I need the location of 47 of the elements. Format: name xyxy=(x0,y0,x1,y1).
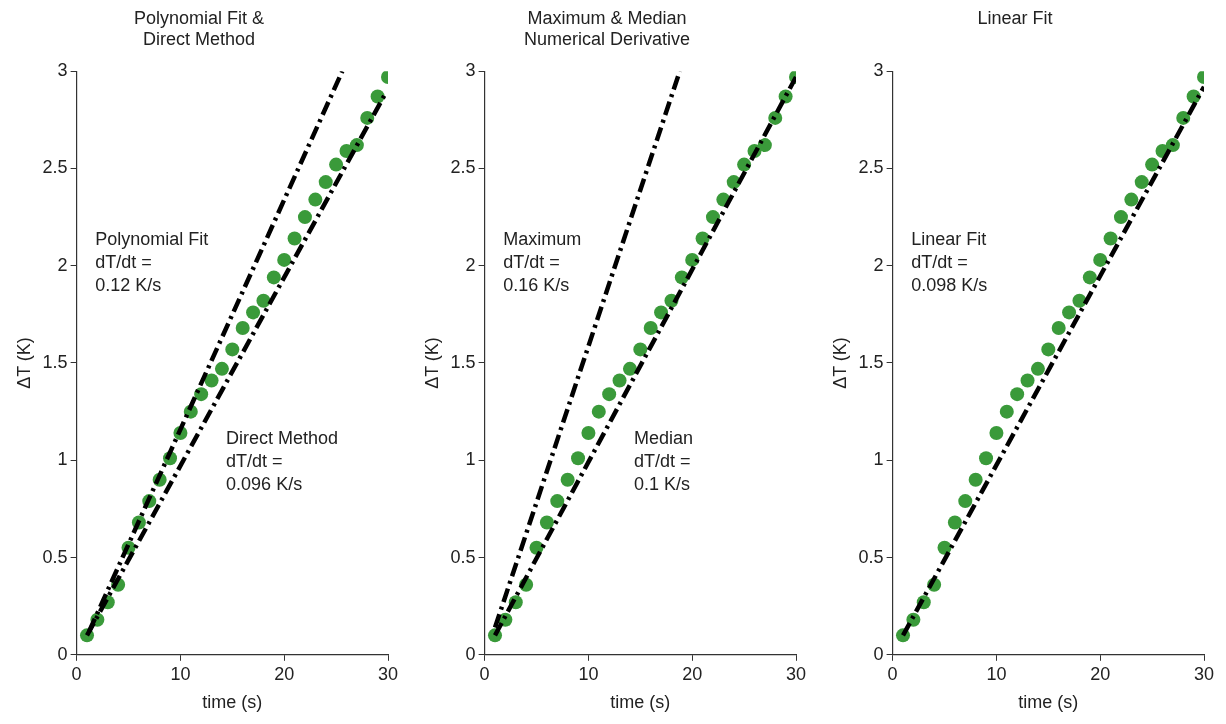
y-tick-label: 1.5 xyxy=(858,351,884,372)
x-axis-title: time (s) xyxy=(1018,692,1079,713)
x-tick-label: 0 xyxy=(479,663,490,684)
annotation: Linear Fit dT/dt = 0.098 K/s xyxy=(911,229,988,296)
y-tick-label: 2 xyxy=(465,254,476,275)
y-tick-label: 1 xyxy=(57,449,68,470)
annotation: Polynomial Fit dT/dt = 0.12 K/s xyxy=(95,229,209,296)
y-tick-label: 2.5 xyxy=(858,157,884,178)
y-tick-label: 0 xyxy=(57,643,68,664)
y-tick-label: 2.5 xyxy=(450,157,476,178)
chart-title: Linear Fit xyxy=(977,7,1053,28)
x-tick-label: 20 xyxy=(682,663,703,684)
y-tick-label: 2 xyxy=(57,254,68,275)
y-axis-title: ΔT (K) xyxy=(421,337,442,389)
x-tick-label: 0 xyxy=(71,663,82,684)
x-tick-label: 30 xyxy=(377,663,399,684)
x-tick-label: 30 xyxy=(785,663,807,684)
y-tick-label: 3 xyxy=(57,60,68,81)
y-tick-label: 1 xyxy=(465,449,476,470)
x-tick-label: 10 xyxy=(986,663,1007,684)
y-tick-label: 0 xyxy=(873,643,884,664)
x-tick-label: 20 xyxy=(1090,663,1111,684)
y-tick-label: 2.5 xyxy=(42,157,68,178)
x-tick-label: 20 xyxy=(274,663,295,684)
y-axis-title: ΔT (K) xyxy=(13,337,34,389)
y-tick-label: 3 xyxy=(873,60,884,81)
y-tick-label: 0.5 xyxy=(450,546,476,567)
y-tick-label: 1 xyxy=(873,449,884,470)
x-tick-label: 30 xyxy=(1193,663,1215,684)
y-tick-label: 3 xyxy=(465,60,476,81)
y-tick-label: 1.5 xyxy=(450,351,476,372)
x-axis-title: time (s) xyxy=(202,692,263,713)
y-tick-label: 0 xyxy=(465,643,476,664)
y-tick-label: 0.5 xyxy=(42,546,68,567)
x-tick-label: 10 xyxy=(170,663,191,684)
y-axis-title: ΔT (K) xyxy=(829,337,850,389)
annotation: Direct Method dT/dt = 0.096 K/s xyxy=(226,427,339,494)
y-tick-label: 0.5 xyxy=(858,546,884,567)
y-tick-label: 1.5 xyxy=(42,351,68,372)
x-tick-label: 0 xyxy=(887,663,898,684)
chart-title: Maximum & Median Numerical Derivative xyxy=(523,7,691,50)
annotation: Median dT/dt = 0.1 K/s xyxy=(634,427,694,494)
annotation: Maximum dT/dt = 0.16 K/s xyxy=(503,229,582,296)
chart-title: Polynomial Fit & Direct Method xyxy=(133,7,265,50)
y-tick-label: 2 xyxy=(873,254,884,275)
x-axis-title: time (s) xyxy=(610,692,671,713)
x-tick-label: 10 xyxy=(578,663,599,684)
